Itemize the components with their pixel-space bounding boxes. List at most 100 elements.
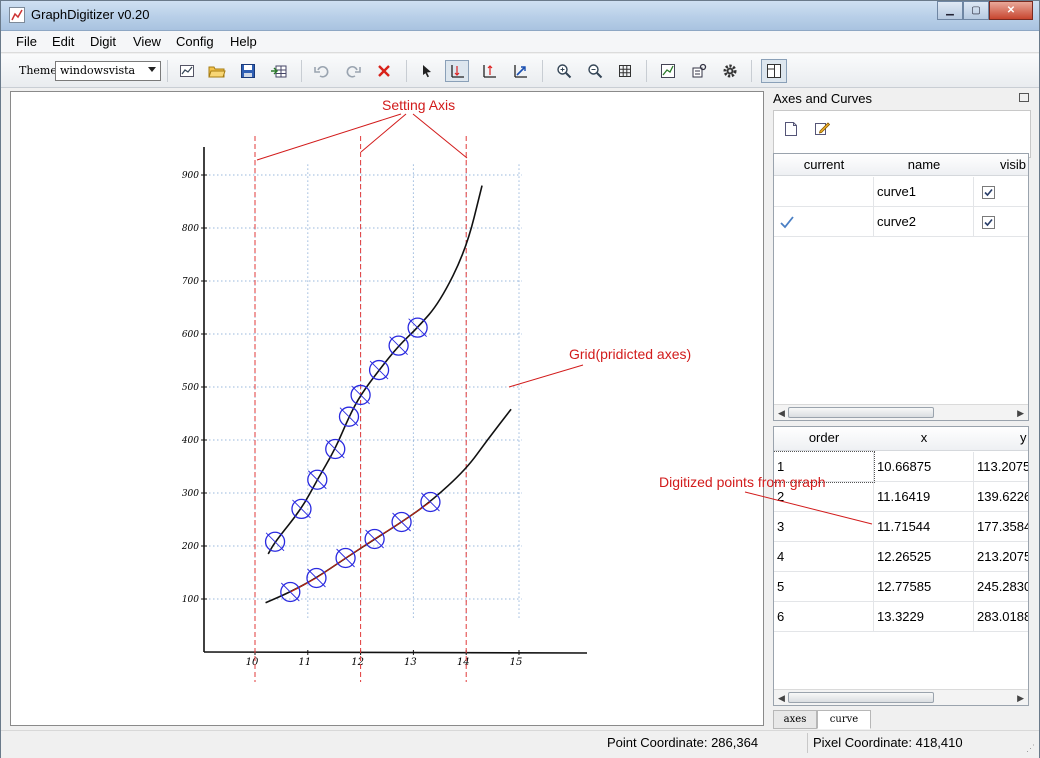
point-order-cell[interactable]: 6 [774, 602, 874, 632]
settings-button[interactable] [718, 60, 742, 82]
digitized-point-marker[interactable] [407, 317, 428, 338]
digitized-point-marker[interactable] [335, 547, 356, 569]
points-table-scrollbar[interactable]: ◀ ▶ [774, 689, 1028, 705]
undo-button[interactable] [310, 60, 334, 82]
point-row[interactable]: 1 10.66875 113.2075 [774, 451, 1029, 483]
point-row[interactable]: 2 11.16419 139.6226 [774, 482, 1028, 512]
curve-visible-checkbox[interactable] [982, 216, 995, 230]
point-x-cell[interactable]: 10.66875 [874, 452, 974, 482]
menu-help[interactable]: Help [230, 34, 257, 49]
digitized-point-marker[interactable] [391, 511, 412, 533]
point-x-cell[interactable]: 11.71544 [874, 512, 974, 542]
col-order[interactable]: order [808, 430, 840, 445]
point-row[interactable]: 4 12.26525 213.2075 [774, 542, 1028, 572]
digitized-point-marker[interactable] [364, 528, 385, 550]
scroll-right-icon[interactable]: ▶ [1017, 693, 1024, 703]
export-button[interactable] [267, 60, 291, 82]
scroll-left-icon[interactable]: ◀ [778, 693, 785, 703]
point-y-cell[interactable]: 245.2830 [977, 579, 1029, 594]
axes-curves-dock: Axes and Curves current name visib curve… [771, 91, 1031, 731]
digitized-point-marker[interactable] [306, 567, 327, 589]
scroll-right-icon[interactable]: ▶ [1017, 408, 1024, 418]
curve-current-cell[interactable] [774, 207, 874, 237]
digitized-point-marker[interactable] [280, 581, 301, 603]
zoom-out-button[interactable] [583, 60, 607, 82]
digitized-point-marker[interactable] [420, 491, 441, 513]
point-order-cell[interactable]: 1 [774, 451, 875, 483]
menu-config[interactable]: Config [176, 34, 214, 49]
edit-curve-icon[interactable] [814, 120, 830, 136]
digitized-point-marker[interactable] [325, 438, 346, 460]
set-y-axis-button[interactable] [477, 60, 501, 82]
col-name[interactable]: name [907, 157, 941, 172]
tab-curve[interactable]: curve [817, 710, 871, 729]
digitized-point-marker[interactable] [388, 335, 409, 356]
maximize-button[interactable]: ▢ [963, 1, 989, 20]
point-x-cell[interactable]: 12.77585 [874, 572, 974, 602]
digitized-point-marker[interactable] [350, 384, 371, 406]
set-x-axis-button[interactable] [445, 60, 469, 82]
col-visible[interactable]: visib [1000, 157, 1027, 172]
dock-float-icon[interactable] [1019, 93, 1029, 102]
menu-file[interactable]: File [16, 34, 37, 49]
scroll-left-icon[interactable]: ◀ [778, 408, 785, 418]
checkmark-icon [984, 219, 993, 227]
digitized-point-marker[interactable] [291, 498, 312, 520]
point-y-cell[interactable]: 113.2075 [977, 459, 1029, 474]
curves-table-scrollbar[interactable]: ◀ ▶ [774, 404, 1028, 420]
menu-edit[interactable]: Edit [52, 34, 75, 49]
point-x-cell[interactable]: 12.26525 [874, 542, 974, 572]
grid-button[interactable] [613, 60, 637, 82]
point-y-cell[interactable]: 139.6226 [977, 489, 1029, 504]
new-graph-button[interactable] [175, 60, 199, 82]
menu-view[interactable]: View [133, 34, 161, 49]
delete-button[interactable] [372, 60, 396, 82]
curve-current-cell[interactable] [774, 177, 874, 207]
close-button[interactable]: ✕ [989, 1, 1033, 20]
minimize-button[interactable]: ▁ [937, 1, 963, 20]
menu-digit[interactable]: Digit [90, 34, 117, 49]
save-button[interactable] [236, 60, 260, 82]
point-y-cell[interactable]: 213.2075 [977, 549, 1029, 564]
chevron-down-icon [148, 67, 156, 72]
redo-button[interactable] [341, 60, 365, 82]
point-row[interactable]: 6 13.3229 283.0188 [774, 602, 1028, 632]
curve-name-cell[interactable]: curve2 [874, 207, 974, 237]
digitizer-plot[interactable]: 10 11 12 13 14 15 100 200 300 400 500 600 700 800 900 S… [11, 92, 763, 725]
curve-row[interactable]: curve1 [774, 177, 1028, 207]
point-row[interactable]: 3 11.71544 177.3584 [774, 512, 1028, 542]
point-x-cell[interactable]: 13.3229 [874, 602, 974, 632]
set-axes-button[interactable] [508, 60, 532, 82]
tab-axes[interactable]: axes [773, 710, 817, 729]
scroll-thumb[interactable] [788, 407, 934, 418]
scroll-thumb[interactable] [788, 692, 934, 703]
digitized-point-marker[interactable] [368, 359, 390, 381]
graph-canvas[interactable]: 10 11 12 13 14 15 100 200 300 400 500 600 700 800 900 S… [10, 91, 764, 726]
point-order-cell[interactable]: 5 [774, 572, 874, 602]
curve-row[interactable]: curve2 [774, 207, 1028, 237]
point-order-cell[interactable]: 4 [774, 542, 874, 572]
curve-name-cell[interactable]: curve1 [874, 177, 974, 207]
select-button[interactable] [415, 60, 439, 82]
dock-layout-button[interactable] [761, 59, 787, 83]
point-y-cell[interactable]: 177.3584 [977, 519, 1029, 534]
properties-button[interactable] [687, 60, 711, 82]
col-y[interactable]: y [1020, 430, 1027, 445]
resize-grip-icon[interactable]: ⋰ [1026, 743, 1035, 753]
new-curve-icon[interactable] [784, 121, 798, 137]
zoom-in-button[interactable] [552, 60, 576, 82]
fit-graph-button[interactable] [656, 60, 680, 82]
col-current[interactable]: current [803, 157, 845, 172]
point-order-cell[interactable]: 3 [774, 512, 874, 542]
curve-visible-checkbox[interactable] [982, 186, 995, 200]
point-y-cell[interactable]: 283.0188 [977, 609, 1029, 624]
open-button[interactable] [205, 60, 229, 82]
digitized-point-marker[interactable] [338, 406, 360, 427]
point-x-cell[interactable]: 11.16419 [874, 482, 974, 512]
point-order-cell[interactable]: 2 [774, 482, 874, 512]
point-row[interactable]: 5 12.77585 245.2830 [774, 572, 1028, 602]
theme-select[interactable]: windowsvista [55, 61, 161, 81]
digitized-point-marker[interactable] [307, 469, 328, 490]
col-x[interactable]: x [920, 430, 928, 445]
digitized-point-marker[interactable] [264, 531, 286, 552]
